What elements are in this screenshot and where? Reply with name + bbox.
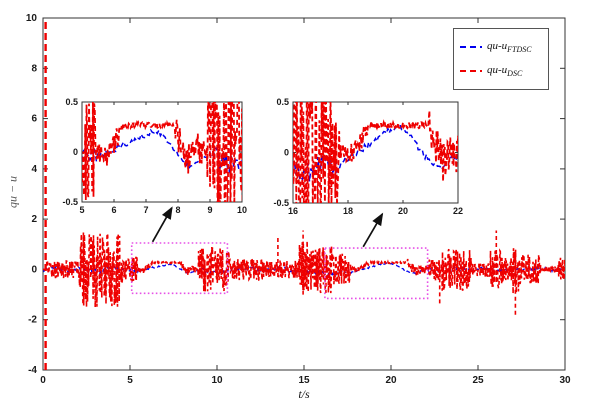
legend-entry-ftdsc: qu-uFTDSC: [460, 40, 542, 54]
inset-x-tick-label: 5: [79, 205, 84, 215]
inset-x-tick-label: 6: [111, 205, 116, 215]
zoom-box-2: [324, 247, 429, 300]
legend-label-dsc-main: qu-u: [487, 63, 508, 76]
inset-2-plot-area: [293, 102, 458, 203]
x-tick-label: 30: [559, 375, 571, 386]
inset-x-tick-label: 9: [207, 205, 212, 215]
inset-x-tick-label: 22: [453, 206, 463, 216]
legend-entry-dsc: qu-uDSC: [460, 64, 542, 78]
inset-1-series-dsc: [82, 102, 242, 202]
inset-2-series-ftdsc: [293, 125, 458, 182]
x-tick-label: 10: [211, 375, 223, 386]
inset-y-tick-label: 0: [73, 147, 78, 157]
x-tick-label: 0: [40, 375, 46, 386]
inset-y-tick-label: -0.5: [273, 198, 289, 208]
inset-x-tick-label: 8: [175, 205, 180, 215]
x-axis-label: t/s: [298, 387, 310, 401]
inset-y-tick-label: 0: [284, 148, 289, 158]
y-tick-label: 2: [31, 214, 37, 225]
inset-y-tick-label: 0.5: [65, 97, 78, 107]
x-tick-label: 25: [472, 375, 484, 386]
legend-label-ftdsc-main: qu-u: [487, 40, 508, 53]
inset-y-tick-label: 0.5: [276, 97, 289, 107]
legend-line-sample-ftdsc: [460, 46, 482, 49]
inset-x-tick-label: 16: [288, 206, 298, 216]
y-tick-label: 8: [31, 63, 37, 74]
y-tick-label: -2: [28, 315, 37, 326]
legend-label-ftdsc-sub: FTDSC: [507, 45, 532, 55]
x-tick-label: 20: [385, 375, 397, 386]
legend: qu-uFTDSC qu-uDSC: [453, 28, 549, 90]
x-tick-label: 5: [127, 375, 133, 386]
y-tick-label: 6: [31, 114, 37, 125]
legend-line-sample-dsc: [460, 69, 482, 72]
x-tick-label: 15: [298, 375, 310, 386]
y-tick-label: 4: [31, 164, 37, 175]
y-tick-label: 10: [26, 13, 38, 24]
inset-x-tick-label: 20: [398, 206, 408, 216]
y-tick-label: -4: [28, 365, 37, 376]
inset-y-tick-label: -0.5: [62, 197, 78, 207]
inset-x-tick-label: 10: [237, 205, 247, 215]
inset-1-plot-area: [82, 102, 242, 202]
annotation-arrow-1: [151, 206, 173, 243]
inset-2-series-dsc: [293, 102, 458, 203]
legend-label-ftdsc: qu-uFTDSC: [487, 40, 532, 54]
inset-x-tick-label: 18: [343, 206, 353, 216]
inset-x-tick-label: 7: [143, 205, 148, 215]
main-plot-area: [43, 18, 565, 370]
y-axis-label: qu − u: [5, 175, 20, 209]
main-series-dsc: [43, 232, 565, 308]
annotation-arrow-2: [362, 212, 384, 248]
y-tick-label: 0: [31, 264, 37, 275]
legend-label-dsc: qu-uDSC: [487, 64, 522, 78]
zoom-box-1: [130, 242, 229, 295]
inset-2: 16 18 20 22 -0.5 0 0.5: [273, 97, 463, 216]
legend-label-dsc-sub: DSC: [507, 68, 523, 78]
inset-1: 5 6 7 8 9 10 -0.5 0 0.5: [62, 97, 247, 215]
